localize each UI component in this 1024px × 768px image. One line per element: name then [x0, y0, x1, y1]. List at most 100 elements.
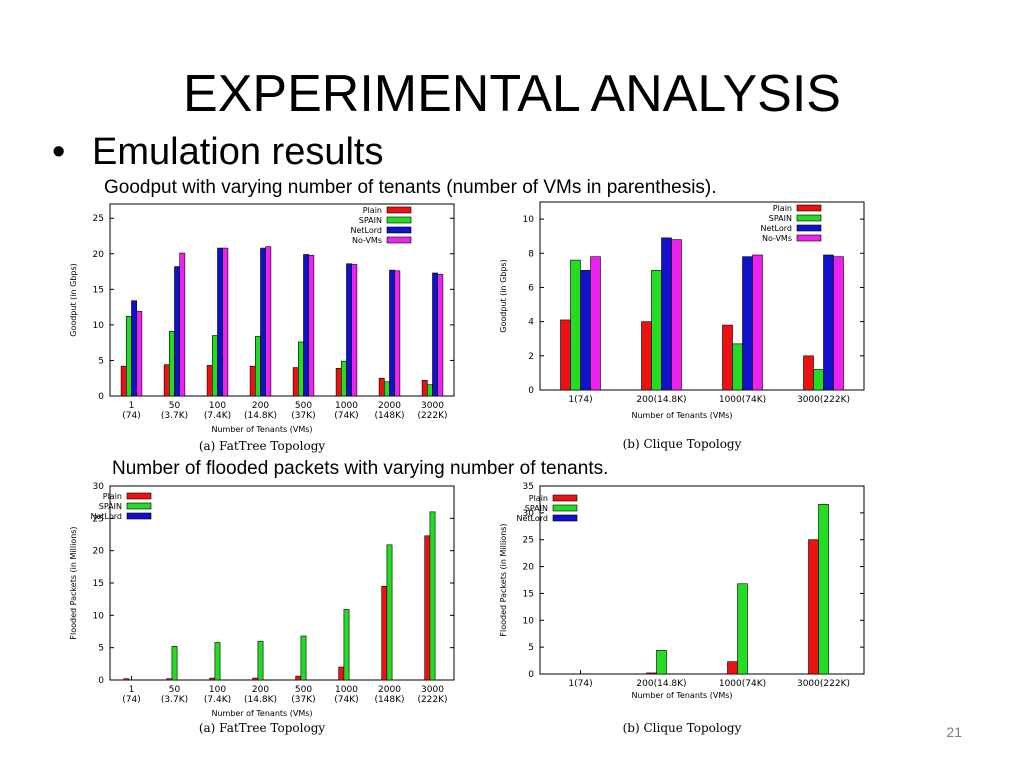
y-axis-label: Goodput (in Gbps)	[69, 263, 78, 337]
x-tick-label: (74K)	[334, 695, 358, 705]
x-tick-label: 1(74)	[568, 679, 592, 689]
bar-plain	[335, 367, 342, 397]
y-tick-label: 30	[93, 482, 105, 492]
x-tick-label: 200	[252, 401, 269, 411]
bar-spain	[651, 270, 662, 391]
bar-plain	[803, 355, 814, 391]
x-tick-label: 1	[129, 685, 135, 695]
bar-spain	[429, 511, 436, 681]
x-tick-label: 1000(74K)	[719, 679, 766, 689]
x-tick-label: 200(14.8K)	[636, 679, 686, 689]
y-tick-label: 35	[523, 482, 534, 492]
bar-spain	[737, 583, 748, 675]
bar-plain	[560, 319, 571, 391]
legend-swatch	[386, 226, 412, 234]
legend-label: Plain	[363, 206, 382, 215]
bar-plain	[120, 365, 127, 397]
bar-plain	[292, 367, 299, 397]
x-tick-label: 1	[129, 401, 135, 411]
x-tick-label: (14.8K)	[244, 695, 277, 705]
bar-spain	[171, 646, 178, 681]
bar-novms	[265, 246, 272, 397]
x-tick-label: 100	[209, 401, 226, 411]
bullet-item: • Emulation results	[52, 128, 383, 176]
bar-spain	[126, 316, 132, 397]
y-tick-label: 10	[93, 611, 105, 621]
y-tick-label: 10	[523, 215, 535, 225]
y-tick-label: 20	[523, 563, 535, 573]
bar-spain	[383, 381, 390, 397]
bar-spain	[300, 635, 307, 681]
bar-plain	[722, 324, 733, 391]
legend-label: SPAIN	[99, 502, 122, 511]
x-tick-label: 1000	[335, 685, 358, 695]
x-tick-label: 200(14.8K)	[636, 395, 686, 405]
bar-novms	[671, 239, 682, 391]
bar-spain	[169, 330, 175, 397]
bar-novms	[351, 264, 358, 397]
bar-plain	[421, 380, 428, 397]
bar-novms	[222, 247, 229, 397]
bar-novms	[308, 254, 315, 397]
bar-plain	[249, 365, 256, 397]
y-axis-label: Goodput (in Gbps)	[499, 259, 508, 333]
y-tick-label: 25	[93, 514, 104, 524]
x-tick-label: (148K)	[374, 411, 404, 421]
y-tick-label: 30	[523, 509, 535, 519]
x-tick-label: 2000	[378, 401, 401, 411]
bar-spain	[570, 259, 581, 391]
x-axis-label: Number of Tenants (VMs)	[211, 425, 312, 434]
bar-novms	[590, 256, 601, 391]
x-axis-label: Number of Tenants (VMs)	[631, 691, 732, 700]
x-tick-label: 200	[252, 685, 269, 695]
y-tick-label: 15	[93, 579, 104, 589]
bar-plain	[206, 365, 213, 397]
y-tick-label: 15	[93, 285, 104, 295]
legend-label: Plain	[529, 494, 548, 503]
y-tick-label: 10	[523, 616, 535, 626]
x-tick-label: 1(74)	[568, 395, 592, 405]
y-tick-label: 5	[98, 356, 104, 366]
legend-swatch	[552, 494, 578, 502]
goodput-caption: Goodput with varying number of tenants (…	[104, 177, 717, 198]
bar-netlord	[217, 247, 223, 397]
y-tick-label: 6	[528, 283, 534, 293]
chart-subcaption: (a) FatTree Topology	[199, 721, 326, 735]
bar-netlord	[823, 254, 834, 391]
x-tick-label: 500	[295, 685, 312, 695]
bar-netlord	[303, 254, 309, 397]
y-tick-label: 4	[528, 318, 534, 328]
page-number: 21	[946, 724, 962, 740]
bar-plain	[295, 675, 302, 681]
bar-spain	[212, 335, 218, 397]
plot-frame	[109, 485, 455, 681]
bar-plain	[727, 661, 738, 675]
bar-spain	[343, 609, 350, 681]
legend-swatch	[126, 492, 152, 500]
bar-spain	[386, 544, 393, 681]
legend-swatch	[386, 206, 412, 214]
bar-novms	[833, 256, 844, 391]
x-tick-label: 3000	[421, 401, 444, 411]
bar-novms	[136, 311, 143, 397]
y-tick-label: 0	[98, 392, 104, 402]
y-tick-label: 25	[93, 214, 104, 224]
bullet-dot-icon: •	[52, 131, 66, 173]
legend-label: NetLord	[761, 224, 792, 233]
bar-plain	[641, 321, 652, 391]
bar-netlord	[346, 263, 352, 397]
bar-spain	[732, 343, 743, 391]
y-tick-label: 20	[93, 547, 105, 557]
x-tick-label: (14.8K)	[244, 411, 277, 421]
x-tick-label: 2000	[378, 685, 401, 695]
legend-swatch	[796, 214, 822, 222]
bar-netlord	[432, 272, 438, 397]
y-axis-label: Flooded Packets (in Millions)	[69, 526, 78, 639]
x-tick-label: (222K)	[417, 695, 447, 705]
x-tick-label: (222K)	[417, 411, 447, 421]
bullet-text: Emulation results	[92, 131, 384, 173]
bar-netlord	[260, 247, 266, 397]
y-tick-label: 0	[528, 386, 534, 396]
bar-plain	[808, 539, 819, 675]
bar-novms	[394, 270, 401, 397]
